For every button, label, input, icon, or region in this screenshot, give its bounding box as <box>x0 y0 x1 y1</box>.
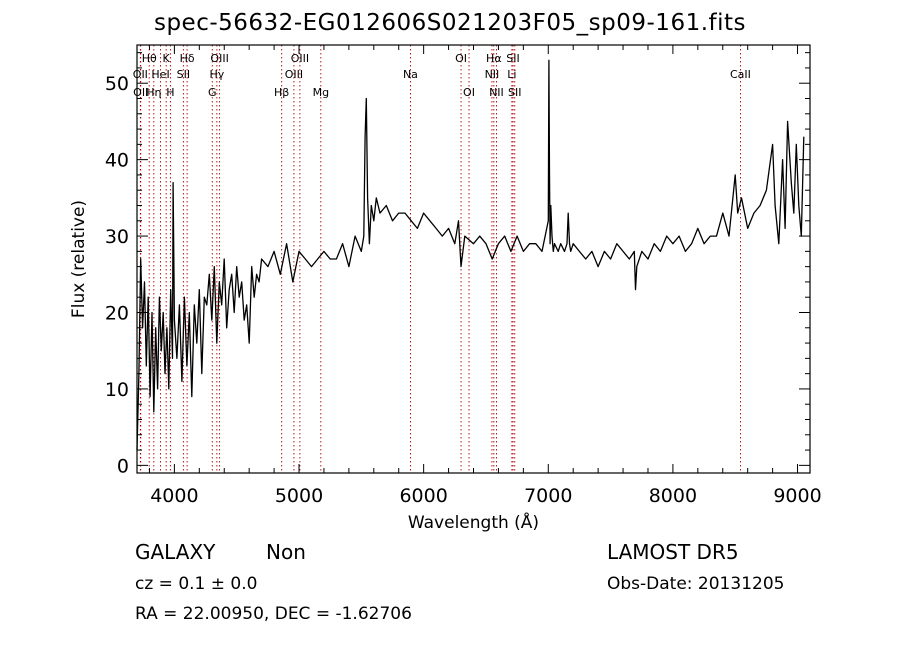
line-marker-label: HeI <box>151 68 169 81</box>
line-marker-label: SII <box>508 86 521 99</box>
line-marker-label: CaII <box>730 68 751 81</box>
line-marker-label: OI <box>463 86 475 99</box>
x-tick-label: 6000 <box>399 485 447 507</box>
y-tick-label: 50 <box>105 73 129 95</box>
y-axis-label: Flux (relative) <box>69 200 89 318</box>
x-tick-label: 8000 <box>649 485 697 507</box>
y-tick-label: 30 <box>105 226 129 248</box>
line-marker-label: SII <box>177 68 190 81</box>
x-tick-label: 4000 <box>150 485 198 507</box>
line-marker-label: OIII <box>285 68 303 81</box>
plot-frame <box>136 44 811 474</box>
x-axis-label: Wavelength (Å) <box>408 511 539 533</box>
line-markers-layer <box>139 45 741 473</box>
line-marker-label: Hβ <box>274 86 289 99</box>
line-marker-label: Hδ <box>180 52 195 65</box>
chart-title: spec-56632-EG012606S021203F05_sp09-161.f… <box>153 10 747 36</box>
line-marker-label: Li <box>507 68 516 81</box>
y-tick-label: 10 <box>105 379 129 401</box>
x-tick-label: 7000 <box>524 485 572 507</box>
survey-text: LAMOST DR5 <box>607 540 739 564</box>
x-tick-label: 5000 <box>275 485 323 507</box>
line-marker-label: OI <box>455 52 467 65</box>
line-marker-label: SII <box>506 52 519 65</box>
line-marker-label: Hθ <box>142 52 157 65</box>
line-marker-label: K <box>163 52 171 65</box>
line-marker-label: NII <box>489 86 504 99</box>
x-tick-label: 9000 <box>773 485 821 507</box>
line-marker-label: OIII <box>210 52 228 65</box>
line-marker-label: G <box>208 86 217 99</box>
line-marker-label: OII <box>133 86 148 99</box>
y-tick-label: 0 <box>117 455 129 477</box>
y-tick-label: 20 <box>105 303 129 325</box>
y-tick-label: 40 <box>105 150 129 172</box>
obs-date-text: Obs-Date: 20131205 <box>607 574 785 594</box>
object-class-text: GALAXY <box>135 540 216 564</box>
subclass-text: Non <box>266 540 306 564</box>
marker-labels-layer: OII OII Hθ Hη HeI K H Hδ SII OIII Hγ G Hβ OIII OIII Mg N… <box>133 52 751 99</box>
coordinates-text: RA = 22.00950, DEC = -1.62706 <box>135 604 412 624</box>
line-marker-label: Hα <box>486 52 502 65</box>
line-marker-label: Na <box>403 68 418 81</box>
spectrum-series-line <box>136 59 805 451</box>
line-marker-label: Hη <box>146 86 161 99</box>
line-marker-label: Hγ <box>209 68 224 81</box>
line-marker-label: H <box>166 86 174 99</box>
line-marker-label: NII <box>485 68 500 81</box>
line-marker-label: OII <box>133 68 148 81</box>
line-marker-label: OIII <box>291 52 309 65</box>
axis-ticks-layer: 4000 5000 6000 7000 8000 9000 0 10 20 30 40 50 <box>105 45 822 507</box>
redshift-text: cz = 0.1 ± 0.0 <box>135 574 258 594</box>
line-marker-label: Mg <box>313 86 329 99</box>
